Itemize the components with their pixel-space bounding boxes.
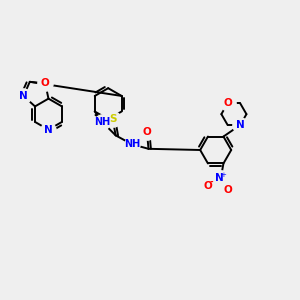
Text: N: N (214, 173, 224, 183)
Text: O: O (223, 98, 232, 108)
Text: -: - (210, 178, 213, 187)
Text: O: O (142, 128, 152, 137)
Text: N: N (44, 125, 53, 135)
Text: O: O (204, 181, 212, 191)
Text: O: O (41, 79, 50, 88)
Text: O: O (224, 185, 232, 195)
Text: NH: NH (124, 139, 140, 149)
Text: NH: NH (94, 117, 110, 127)
Text: N: N (19, 91, 28, 101)
Text: S: S (109, 114, 116, 124)
Text: N: N (236, 120, 244, 130)
Text: +: + (220, 172, 226, 178)
